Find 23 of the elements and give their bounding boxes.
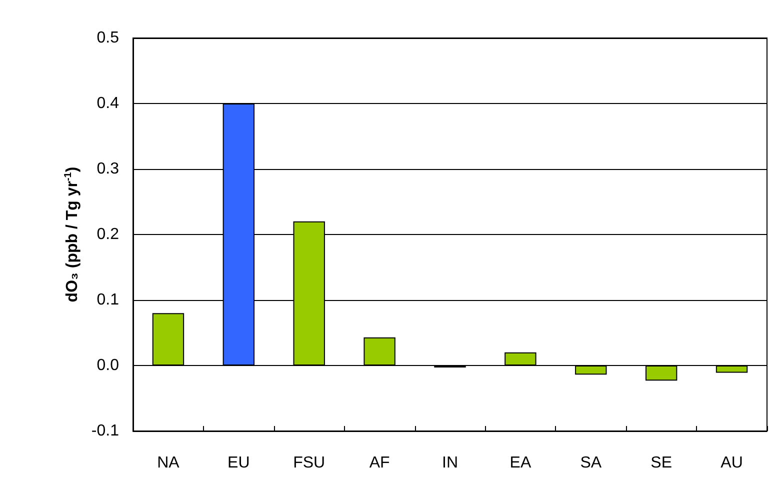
x-tick-label: IN: [442, 454, 458, 472]
bar: [575, 366, 607, 375]
x-tick-label: AU: [720, 454, 743, 472]
x-tick-label: EU: [228, 454, 250, 472]
y-tick-label: 0.3: [96, 160, 120, 178]
bar: [716, 366, 748, 373]
y-tick-label: -0.1: [91, 422, 120, 440]
x-tick-label: EA: [510, 454, 532, 472]
x-tick-label: AF: [369, 454, 390, 472]
x-tick-label: FSU: [293, 454, 326, 472]
y-tick-label: 0.0: [96, 357, 120, 374]
x-tick-label: SE: [650, 454, 672, 472]
y-axis-title: dO₃ (ppb / Tg yr-1): [63, 166, 82, 302]
x-tick-label: SA: [580, 454, 602, 472]
y-tick-label: 0.5: [96, 30, 120, 46]
y-tick-label: 0.4: [96, 95, 120, 112]
y-tick-label: 0.2: [96, 226, 120, 243]
bar: [645, 366, 678, 381]
y-tick-label: 0.1: [96, 292, 120, 308]
x-tick-label: NA: [157, 454, 180, 472]
bar: [152, 313, 184, 366]
bar: [504, 352, 536, 366]
bar: [364, 337, 396, 366]
